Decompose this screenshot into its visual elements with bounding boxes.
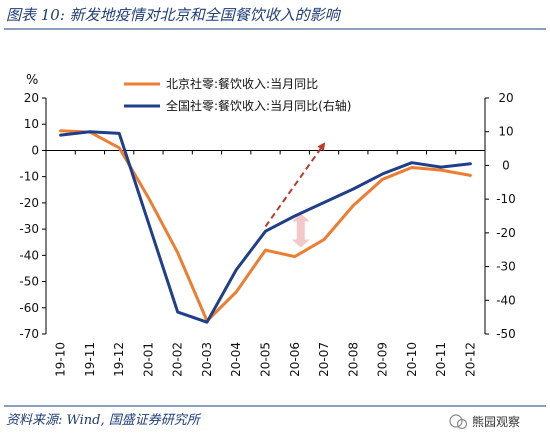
left-axis-tick-label: -70: [19, 327, 39, 341]
x-axis-category-label: 20-08: [346, 342, 360, 377]
left-axis-tick-label: -20: [19, 196, 39, 210]
wechat-logo-icon: [449, 414, 463, 428]
left-axis-tick-label: -30: [19, 222, 39, 236]
x-axis-category-label: 20-04: [229, 342, 243, 377]
legend-label-beijing: 北京社零:餐饮收入:当月同比: [166, 76, 318, 91]
left-axis-tick-label: 10: [24, 117, 39, 131]
right-axis-tick-label: -50: [496, 327, 516, 341]
x-axis-category-label: 20-06: [288, 342, 302, 377]
tick-labels: 20 10 0 -10 -20 -30 -40 -50 -60 -70 20 10 0 -10 -20 -30…: [19, 91, 515, 377]
right-axis-tick-label: -20: [496, 226, 516, 240]
series-line-national: [59, 130, 472, 324]
x-axis-category-label: 19-12: [112, 342, 126, 377]
x-axis-category-label: 19-11: [83, 342, 97, 377]
x-axis-category-label: 20-02: [171, 342, 185, 377]
left-axis-tick-label: 0: [31, 143, 39, 157]
left-axis-tick-label: -60: [19, 301, 39, 315]
right-axis-tick-label: -40: [496, 293, 516, 307]
right-axis-tick-label: -30: [496, 260, 516, 274]
left-axis-tick-label: 20: [24, 91, 39, 105]
trend-dashed-arrow: [264, 142, 326, 228]
right-axis-tick-label: 0: [502, 158, 510, 172]
right-axis-tick-label: 10: [498, 125, 513, 139]
watermark: 熊园观察: [449, 414, 520, 430]
left-axis-tick-label: -10: [19, 170, 39, 184]
x-axis-category-label: 20-10: [405, 342, 419, 377]
y-unit-label: %: [26, 73, 38, 88]
source-note: 资料来源: Wind, 国盛证券研究所: [6, 412, 202, 428]
x-axis-category-label: 20-01: [141, 342, 155, 377]
gap-double-arrow: [291, 213, 310, 248]
data-series: [59, 129, 472, 324]
right-axis-tick-label: 20: [498, 91, 513, 105]
x-axis-category-label: 20-07: [317, 342, 331, 377]
left-axis-tick-label: -40: [19, 248, 39, 262]
x-axis-category-label: 20-09: [376, 342, 390, 377]
right-axis-tick-label: -10: [496, 192, 516, 206]
legend: 北京社零:餐饮收入:当月同比 全国社零:餐饮收入:当月同比(右轴): [124, 76, 351, 113]
x-axis-category-label: 20-05: [259, 342, 273, 377]
x-axis-category-label: 19-10: [54, 342, 68, 377]
figure-title: 图表 10: 新发地疫情对北京和全国餐饮收入的影响: [6, 6, 342, 24]
wechat-logo-icon-small: [456, 418, 468, 430]
x-axis-category-label: 20-11: [434, 342, 448, 377]
watermark-text: 熊园观察: [472, 414, 520, 429]
x-axis-category-label: 20-12: [463, 342, 477, 377]
left-axis-tick-label: -50: [19, 275, 39, 289]
legend-label-national: 全国社零:餐饮收入:当月同比(右轴): [166, 98, 351, 113]
x-axis-category-label: 20-03: [200, 342, 214, 377]
annotations: [264, 142, 326, 248]
